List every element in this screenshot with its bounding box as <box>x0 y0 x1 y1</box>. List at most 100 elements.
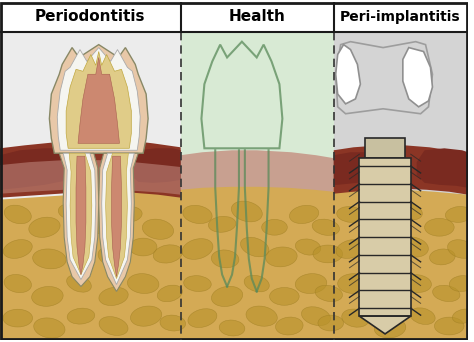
Ellipse shape <box>397 203 422 220</box>
Ellipse shape <box>275 317 303 335</box>
Ellipse shape <box>240 237 269 257</box>
Ellipse shape <box>67 238 91 256</box>
Polygon shape <box>359 316 411 334</box>
Ellipse shape <box>449 276 474 291</box>
Polygon shape <box>102 153 134 285</box>
Polygon shape <box>99 153 138 291</box>
Ellipse shape <box>4 205 31 224</box>
Ellipse shape <box>115 207 142 222</box>
Ellipse shape <box>312 219 339 235</box>
Polygon shape <box>334 145 468 195</box>
Ellipse shape <box>99 287 128 305</box>
Ellipse shape <box>209 216 236 232</box>
Ellipse shape <box>265 247 297 267</box>
Polygon shape <box>111 156 121 277</box>
Ellipse shape <box>402 275 431 292</box>
Bar <box>334 32 468 340</box>
Ellipse shape <box>130 306 162 326</box>
Bar <box>365 139 405 158</box>
Ellipse shape <box>153 245 182 263</box>
Polygon shape <box>66 52 131 148</box>
Ellipse shape <box>246 306 277 326</box>
Polygon shape <box>69 153 92 275</box>
Ellipse shape <box>182 239 213 259</box>
Polygon shape <box>57 48 140 150</box>
Ellipse shape <box>32 287 63 306</box>
Polygon shape <box>0 148 89 190</box>
Ellipse shape <box>3 309 33 327</box>
Polygon shape <box>0 182 468 340</box>
Ellipse shape <box>318 315 344 331</box>
Ellipse shape <box>435 317 464 335</box>
Ellipse shape <box>337 274 369 293</box>
Polygon shape <box>334 152 378 185</box>
Ellipse shape <box>231 201 262 222</box>
Ellipse shape <box>4 275 31 293</box>
Polygon shape <box>336 44 360 104</box>
Ellipse shape <box>34 318 65 338</box>
Polygon shape <box>49 44 148 153</box>
Ellipse shape <box>29 217 60 237</box>
Ellipse shape <box>67 308 95 324</box>
Polygon shape <box>0 139 181 198</box>
Ellipse shape <box>365 214 396 234</box>
Ellipse shape <box>183 205 212 224</box>
Ellipse shape <box>211 286 243 306</box>
Ellipse shape <box>219 320 245 336</box>
Ellipse shape <box>342 309 369 327</box>
Polygon shape <box>106 153 128 279</box>
Ellipse shape <box>315 285 343 302</box>
Ellipse shape <box>33 249 66 269</box>
Ellipse shape <box>157 285 182 302</box>
Text: Health: Health <box>228 10 285 25</box>
Ellipse shape <box>410 308 435 325</box>
Polygon shape <box>63 153 96 280</box>
Ellipse shape <box>313 245 343 263</box>
Ellipse shape <box>160 315 186 331</box>
Ellipse shape <box>452 309 474 323</box>
Bar <box>181 32 334 340</box>
Polygon shape <box>0 160 181 195</box>
Ellipse shape <box>211 250 239 268</box>
Ellipse shape <box>58 203 84 220</box>
Polygon shape <box>403 48 432 107</box>
Polygon shape <box>417 148 468 188</box>
Ellipse shape <box>446 207 473 222</box>
Bar <box>0 2 468 32</box>
Polygon shape <box>76 156 86 275</box>
Ellipse shape <box>337 207 365 222</box>
Bar <box>0 32 181 340</box>
Ellipse shape <box>425 219 454 236</box>
Ellipse shape <box>397 237 428 257</box>
Polygon shape <box>181 150 334 192</box>
Text: Peri-implantitis: Peri-implantitis <box>339 10 460 24</box>
Ellipse shape <box>142 219 173 239</box>
Ellipse shape <box>433 285 460 302</box>
Ellipse shape <box>244 275 269 292</box>
Polygon shape <box>59 153 99 287</box>
Ellipse shape <box>128 274 159 293</box>
Ellipse shape <box>184 276 211 291</box>
Ellipse shape <box>270 288 299 305</box>
Ellipse shape <box>3 240 32 259</box>
Ellipse shape <box>129 238 157 256</box>
Ellipse shape <box>447 240 474 258</box>
Ellipse shape <box>374 318 406 338</box>
Polygon shape <box>78 57 119 143</box>
Ellipse shape <box>84 214 113 234</box>
Ellipse shape <box>295 239 321 255</box>
Ellipse shape <box>290 205 319 224</box>
Ellipse shape <box>301 307 330 326</box>
Ellipse shape <box>99 317 128 336</box>
Ellipse shape <box>369 251 397 267</box>
Ellipse shape <box>67 275 91 292</box>
Ellipse shape <box>336 240 365 259</box>
Ellipse shape <box>262 219 287 235</box>
Ellipse shape <box>295 274 327 293</box>
Ellipse shape <box>98 247 129 267</box>
Ellipse shape <box>374 288 400 304</box>
Bar <box>359 158 411 316</box>
Ellipse shape <box>429 249 455 265</box>
Polygon shape <box>130 148 181 183</box>
Text: Periodontitis: Periodontitis <box>35 10 145 25</box>
